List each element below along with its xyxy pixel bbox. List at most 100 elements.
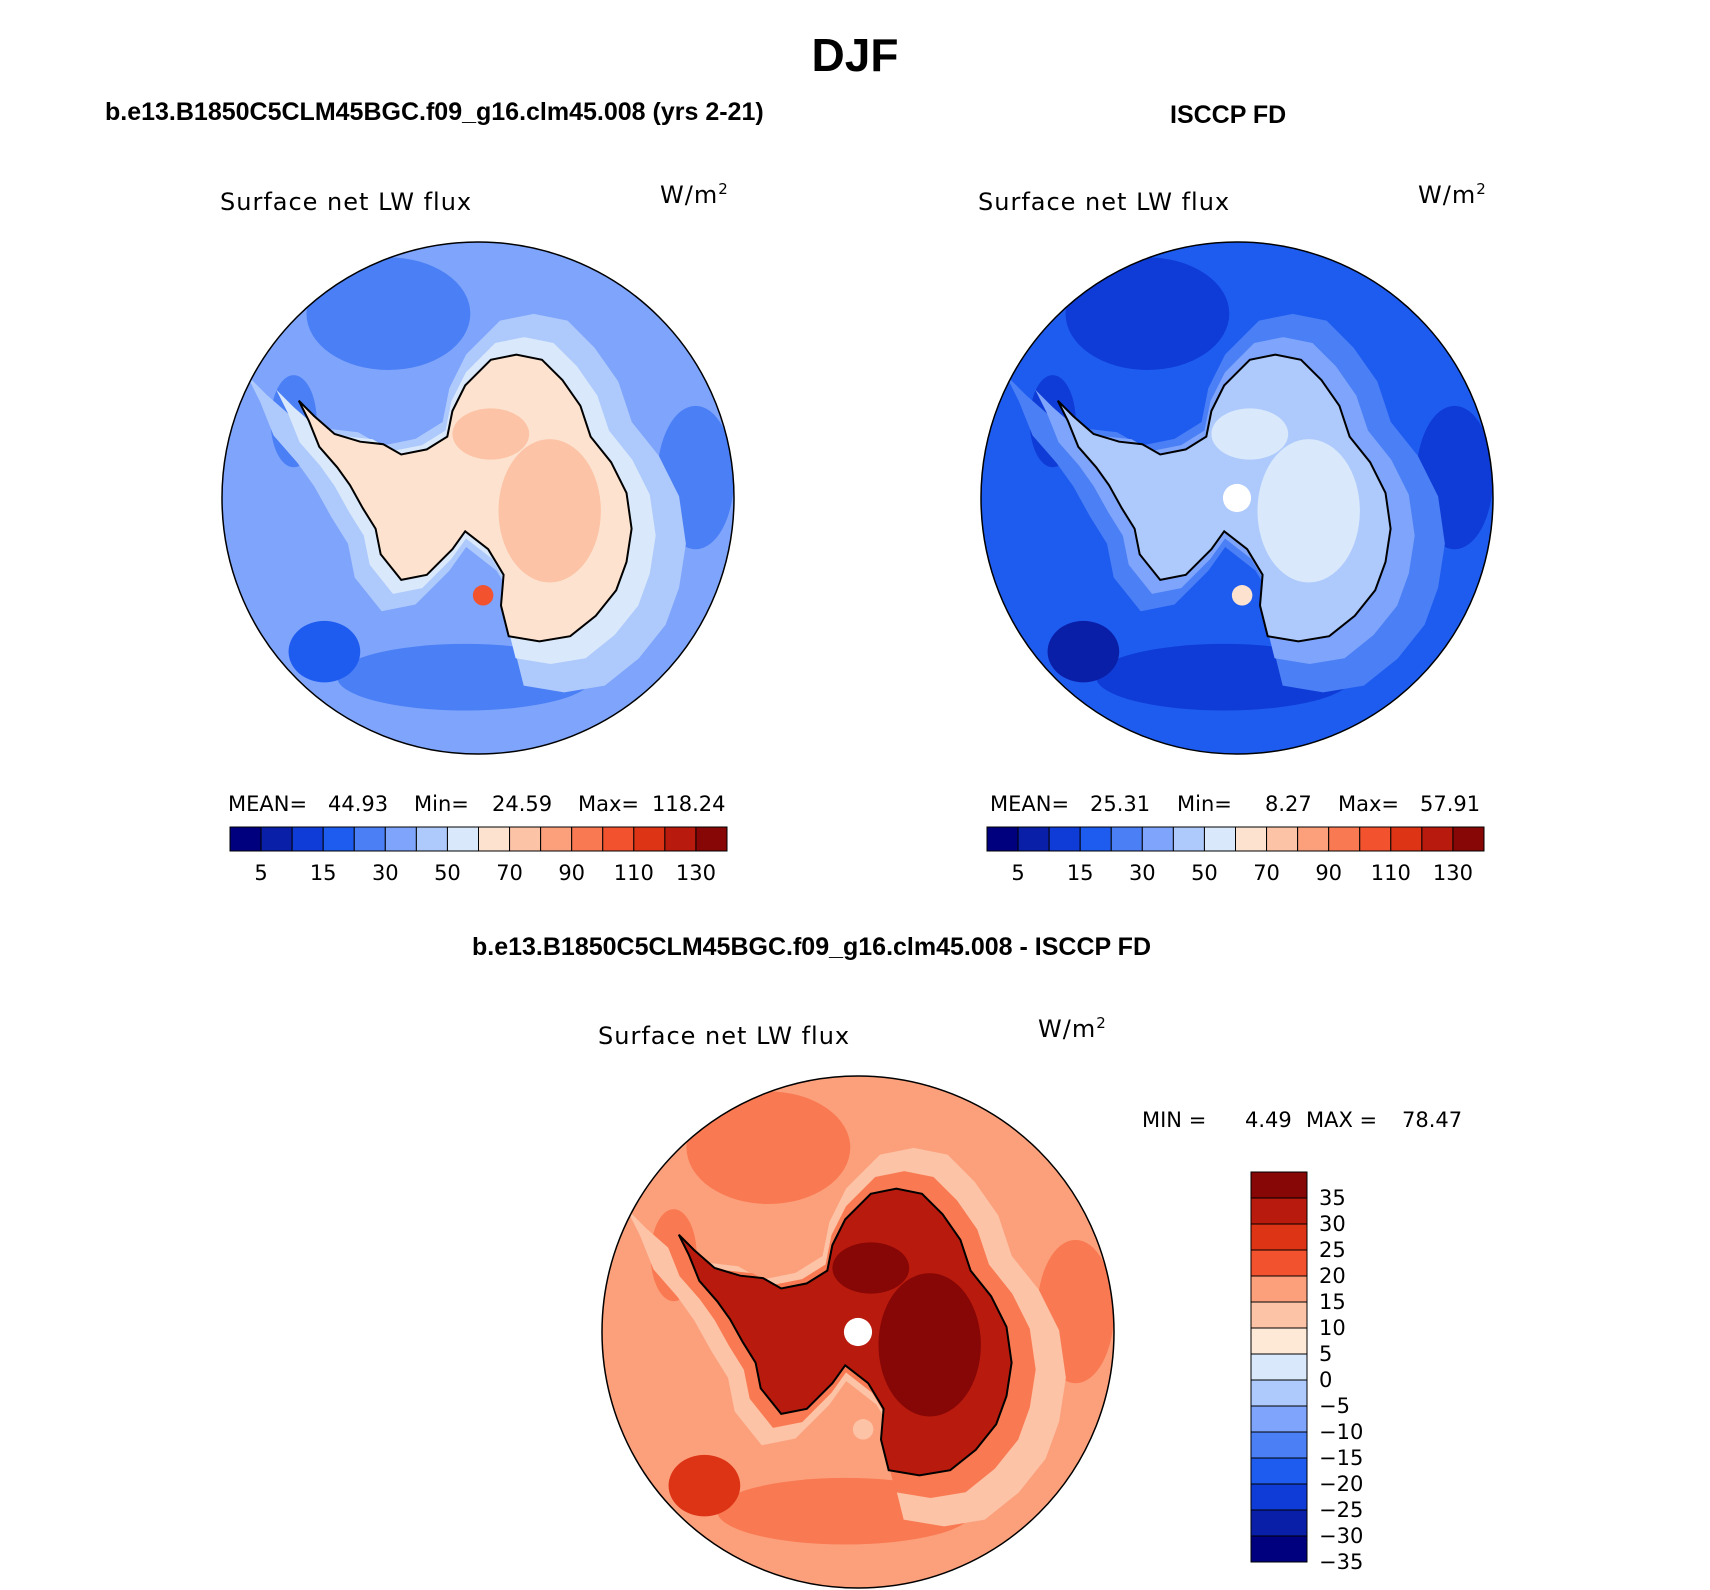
obs-mean-value: 25.31 (1090, 792, 1151, 816)
obs-colorbar-tick-label: 50 (1191, 861, 1218, 885)
obs-colorbar-tick-label: 30 (1129, 861, 1156, 885)
model-colorbar-box (353, 826, 386, 852)
obs-ocean-patch (1065, 257, 1230, 370)
obs-colorbar-tick-label: 110 (1371, 861, 1411, 885)
diff-hot-spot (852, 1419, 874, 1440)
obs-min-label: Min= (1177, 792, 1232, 816)
model-units-label: W/m2 (660, 180, 729, 209)
model-colorbar-tick-label: 50 (434, 861, 461, 885)
obs-colorbar-box (1017, 826, 1050, 852)
obs-colorbar-box (1328, 826, 1361, 852)
diff-colorbar-box (1250, 1483, 1308, 1511)
obs-colorbar-box (1359, 826, 1392, 852)
diff-ocean-patch (668, 1454, 741, 1517)
obs-colorbar-box (1421, 826, 1454, 852)
model-colorbar-tick-label: 30 (372, 861, 399, 885)
diff-colorbar-tick-label: 10 (1319, 1316, 1346, 1340)
model-colorbar-box (415, 826, 448, 852)
obs-colorbar: 5 15 30 50 70 90 110 130 (986, 826, 1485, 885)
obs-colorbar-box (1452, 826, 1485, 852)
diff-colorbar-box (1250, 1223, 1308, 1251)
diff-colorbar-tick-label: −25 (1319, 1498, 1363, 1522)
model-map (221, 241, 735, 755)
diff-colorbar-tick-label: 15 (1319, 1290, 1346, 1314)
obs-max-value: 57.91 (1420, 792, 1481, 816)
diff-colorbar-box (1250, 1405, 1308, 1433)
diff-colorbar-tick-label: −35 (1319, 1550, 1363, 1574)
diff-colorbar-tick-label: −5 (1319, 1394, 1350, 1418)
obs-min-value: 8.27 (1265, 792, 1312, 816)
obs-colorbar-tick-label: 70 (1253, 861, 1280, 885)
diff-colorbar-box (1250, 1327, 1308, 1355)
diff-ocean-patch (686, 1091, 851, 1205)
obs-map-border (980, 241, 1494, 755)
obs-colorbar-tick-label: 90 (1315, 861, 1342, 885)
obs-colorbar-box (1048, 826, 1081, 852)
diff-colorbar-box (1250, 1197, 1308, 1225)
obs-colorbar-box (1172, 826, 1205, 852)
model-colorbar-box (602, 826, 635, 852)
model-ocean-patch (288, 620, 361, 683)
model-colorbar-box (540, 826, 573, 852)
model-min-value: 24.59 (492, 792, 553, 816)
obs-colorbar-box (1297, 826, 1330, 852)
diff-field-label: Surface net LW flux (598, 1022, 851, 1050)
diff-colorbar-tick-label: 0 (1319, 1368, 1332, 1392)
model-colorbar: 5 15 30 50 70 90 110 130 (229, 826, 728, 885)
obs-colorbar-box (1110, 826, 1143, 852)
diff-colorbar-box (1250, 1535, 1308, 1563)
diff-colorbar-box (1250, 1379, 1308, 1407)
model-colorbar-box (446, 826, 479, 852)
model-colorbar-box (384, 826, 417, 852)
obs-coastline (1056, 353, 1392, 643)
diff-colorbar-tick-label: −15 (1319, 1446, 1363, 1470)
obs-continent-patch (1211, 408, 1289, 460)
obs-units-label: W/m2 (1418, 180, 1487, 209)
obs-ocean-patch (1047, 620, 1120, 683)
diff-colorbar-tick-label: 20 (1319, 1264, 1346, 1288)
diff-max-label: MAX = (1306, 1108, 1378, 1132)
model-colorbar-tick-label: 110 (614, 861, 654, 885)
diff-colorbar-box (1250, 1457, 1308, 1485)
model-colorbar-box (322, 826, 355, 852)
model-hot-spot (472, 585, 494, 606)
model-max-value: 118.24 (652, 792, 726, 816)
obs-colorbar-tick-label: 15 (1067, 861, 1094, 885)
model-colorbar-box (664, 826, 697, 852)
figure-title: DJF (811, 29, 899, 81)
model-colorbar-box (291, 826, 324, 852)
diff-continent-patch (878, 1273, 981, 1417)
model-coastline (297, 353, 633, 643)
model-colorbar-box (633, 826, 666, 852)
model-colorbar-tick-label: 70 (496, 861, 523, 885)
obs-colorbar-box (1141, 826, 1174, 852)
obs-pole-hole (1222, 483, 1252, 513)
model-mean-label: MEAN= (228, 792, 308, 816)
diff-colorbar-box (1250, 1249, 1308, 1277)
obs-colorbar-tick-label: 5 (1011, 861, 1024, 885)
model-map-border (221, 241, 735, 755)
model-continent-patch (498, 439, 601, 583)
diff-colorbar-tick-label: 30 (1319, 1212, 1346, 1236)
diff-colorbar-box (1250, 1509, 1308, 1537)
diff-colorbar-box (1250, 1171, 1308, 1199)
diff-coastline (677, 1187, 1013, 1477)
diff-colorbar-tick-label: 5 (1319, 1342, 1332, 1366)
model-colorbar-tick-label: 90 (558, 861, 585, 885)
model-colorbar-tick-label: 130 (676, 861, 716, 885)
model-colorbar-box (695, 826, 728, 852)
diff-colorbar-tick-label: −30 (1319, 1524, 1363, 1548)
obs-colorbar-box (1390, 826, 1423, 852)
diff-continent-patch (832, 1242, 910, 1294)
obs-field-label: Surface net LW flux (978, 188, 1231, 216)
diff-pole-hole (843, 1317, 873, 1347)
obs-continent-patch (1257, 439, 1360, 583)
model-field-label: Surface net LW flux (220, 188, 473, 216)
model-ocean-patch (306, 257, 471, 370)
obs-colorbar-box (1266, 826, 1299, 852)
obs-colorbar-box (1203, 826, 1236, 852)
model-colorbar-box (509, 826, 542, 852)
diff-colorbar-tick-label: 35 (1319, 1186, 1346, 1210)
